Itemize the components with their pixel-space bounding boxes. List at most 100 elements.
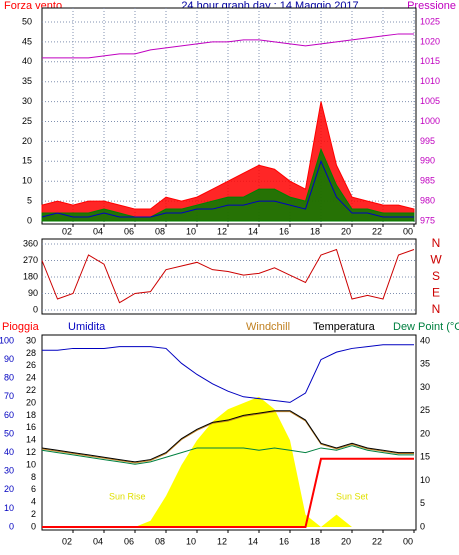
x-tick-label: 00 bbox=[403, 226, 413, 236]
line bbox=[41, 445, 414, 465]
y3-tick-label: 80 bbox=[4, 373, 14, 383]
line bbox=[42, 344, 414, 403]
y2-tick-label: 995 bbox=[420, 136, 435, 146]
y2-label: Pressione bbox=[407, 0, 456, 12]
y-tick-label: 90 bbox=[28, 288, 38, 298]
y-tick-label: 35 bbox=[22, 76, 32, 86]
x-tick-label: 08 bbox=[155, 536, 165, 546]
y2-tick-label: 35 bbox=[420, 359, 430, 369]
x-tick-label: 18 bbox=[310, 536, 320, 546]
y-tick-label: 4 bbox=[31, 497, 36, 507]
y-label: Forza vento bbox=[4, 0, 62, 12]
x-tick-label: 00 bbox=[403, 536, 413, 546]
y-tick-label: 270 bbox=[23, 255, 38, 265]
y2-tick-label: 1000 bbox=[420, 116, 440, 126]
y2-tick-label: 30 bbox=[420, 382, 430, 392]
x-tick-label: 16 bbox=[279, 536, 289, 546]
y3-tick-label: 70 bbox=[4, 391, 14, 401]
y3-tick-label: 50 bbox=[4, 428, 14, 438]
y2-tick-label: 980 bbox=[420, 195, 435, 205]
y-tick-label: 0 bbox=[31, 521, 36, 531]
y2-tick-label: 975 bbox=[420, 215, 435, 225]
y2-tick-label: 1015 bbox=[420, 56, 440, 66]
line bbox=[42, 33, 414, 59]
x-tick-label: 22 bbox=[372, 226, 382, 236]
y-tick-label: 30 bbox=[26, 335, 36, 345]
y-tick-label: 6 bbox=[31, 484, 36, 494]
y2-tick-label: 1025 bbox=[420, 16, 440, 26]
x-tick-label: 14 bbox=[248, 226, 258, 236]
y2-tick-label: W bbox=[430, 253, 442, 267]
y-tick-label: 30 bbox=[22, 96, 32, 106]
y2-tick-label: 40 bbox=[420, 335, 430, 345]
legend-label: Windchill bbox=[246, 321, 290, 333]
y-tick-label: 22 bbox=[26, 385, 36, 395]
y2-tick-label: 1010 bbox=[420, 76, 440, 86]
y2-tick-label: 990 bbox=[420, 156, 435, 166]
y-tick-label: 20 bbox=[22, 136, 32, 146]
line bbox=[41, 410, 414, 463]
line bbox=[41, 248, 415, 304]
x-tick-label: 06 bbox=[124, 226, 134, 236]
y2-tick-label: 10 bbox=[420, 475, 430, 485]
legend-label: Temperatura bbox=[313, 321, 376, 333]
y2-tick-label: N bbox=[432, 236, 441, 250]
y3-tick-label: 0 bbox=[9, 521, 14, 531]
y-tick-label: 45 bbox=[22, 36, 32, 46]
y-tick-label: 20 bbox=[26, 397, 36, 407]
y-tick-label: 28 bbox=[26, 348, 36, 358]
legend-label: Pioggia bbox=[2, 321, 40, 333]
y3-tick-label: 10 bbox=[4, 503, 14, 513]
x-tick-label: 02 bbox=[62, 536, 72, 546]
y3-tick-label: 30 bbox=[4, 466, 14, 476]
y-tick-label: 16 bbox=[26, 422, 36, 432]
y-tick-label: 10 bbox=[22, 176, 32, 186]
y-tick-label: 26 bbox=[26, 360, 36, 370]
annotation: Sun Set bbox=[336, 491, 369, 501]
x-tick-label: 04 bbox=[93, 226, 103, 236]
x-tick-label: 22 bbox=[372, 536, 382, 546]
y2-tick-label: 5 bbox=[420, 498, 425, 508]
annotation: Sun Rise bbox=[109, 491, 146, 501]
x-tick-label: 20 bbox=[341, 536, 351, 546]
legend-label: Dew Point (°C bbox=[393, 321, 459, 333]
y-tick-label: 5 bbox=[27, 195, 32, 205]
y2-tick-label: E bbox=[432, 286, 440, 300]
legend-label: Umidita bbox=[68, 321, 106, 333]
y2-tick-label: 15 bbox=[420, 452, 430, 462]
x-tick-label: 10 bbox=[186, 536, 196, 546]
y2-tick-label: S bbox=[432, 269, 440, 283]
x-tick-label: 08 bbox=[155, 226, 165, 236]
x-tick-label: 14 bbox=[248, 536, 258, 546]
y-tick-label: 360 bbox=[23, 238, 38, 248]
area bbox=[41, 147, 415, 222]
x-tick-label: 06 bbox=[124, 536, 134, 546]
y3-tick-label: 90 bbox=[4, 354, 14, 364]
y2-tick-label: 1020 bbox=[420, 36, 440, 46]
y3-tick-label: 60 bbox=[4, 410, 14, 420]
line bbox=[41, 159, 414, 218]
y-tick-label: 0 bbox=[33, 304, 38, 314]
x-tick-label: 12 bbox=[217, 226, 227, 236]
y2-tick-label: 25 bbox=[420, 405, 430, 415]
y2-tick-label: 985 bbox=[420, 176, 435, 186]
y2-tick-label: 1005 bbox=[420, 96, 440, 106]
y3-tick-label: 40 bbox=[4, 447, 14, 457]
y-tick-label: 24 bbox=[26, 373, 36, 383]
y-tick-label: 10 bbox=[26, 459, 36, 469]
x-tick-label: 20 bbox=[341, 226, 351, 236]
y-tick-label: 25 bbox=[22, 116, 32, 126]
y2-tick-label: 20 bbox=[420, 428, 430, 438]
line bbox=[41, 411, 414, 464]
y-tick-label: 14 bbox=[26, 435, 36, 445]
y-tick-label: 2 bbox=[31, 509, 36, 519]
y3-tick-label: 100 bbox=[0, 335, 14, 345]
area bbox=[42, 396, 414, 527]
y-tick-label: 40 bbox=[22, 56, 32, 66]
y-tick-label: 180 bbox=[23, 271, 38, 281]
x-tick-label: 02 bbox=[62, 226, 72, 236]
y-tick-label: 50 bbox=[22, 16, 32, 26]
line bbox=[42, 457, 414, 528]
x-tick-label: 04 bbox=[93, 536, 103, 546]
chart-title: 24 hour graph day : 14 Maggio 2017 bbox=[181, 0, 358, 12]
